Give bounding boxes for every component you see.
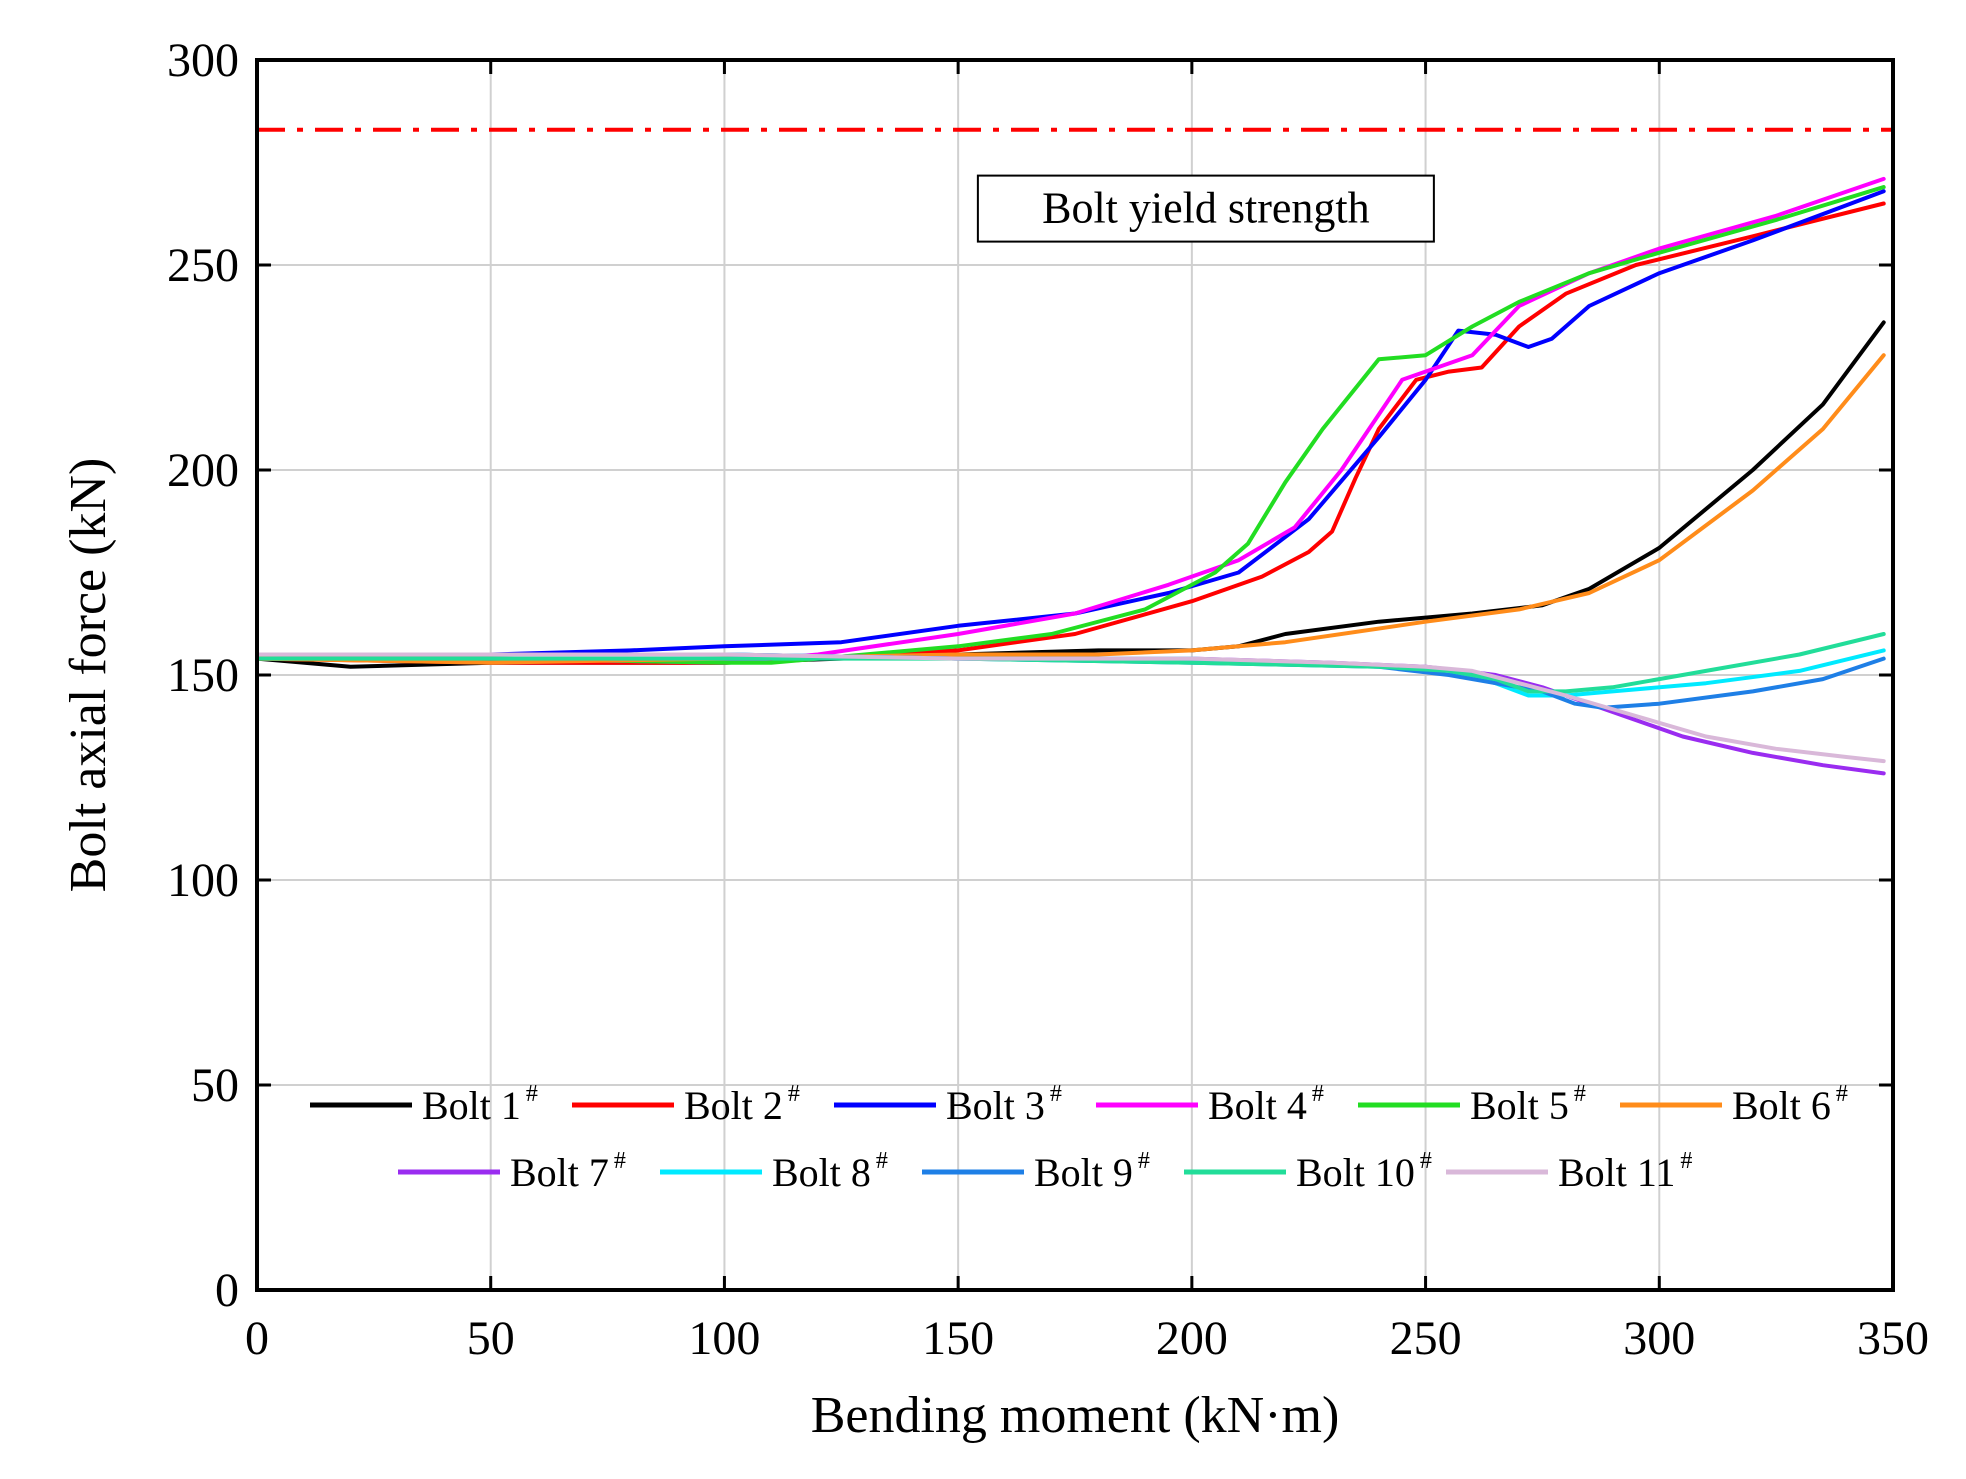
legend-superscript: #	[526, 1081, 538, 1107]
legend-superscript: #	[1574, 1081, 1586, 1107]
y-tick-label: 100	[167, 854, 239, 907]
legend-label-bolt-10: Bolt 10 #	[1296, 1148, 1432, 1195]
series-line-bolt-5	[255, 185, 1886, 665]
x-tick-label: 350	[1857, 1312, 1929, 1365]
y-tick-label: 300	[167, 34, 239, 87]
legend-label-bolt-7: Bolt 7 #	[510, 1148, 626, 1195]
x-tick-label: 150	[922, 1312, 994, 1365]
y-tick-label: 250	[167, 239, 239, 292]
x-tick-label: 100	[688, 1312, 760, 1365]
series-lines	[255, 176, 1886, 776]
legend-superscript: #	[1050, 1081, 1062, 1107]
legend-label-bolt-4: Bolt 4 #	[1208, 1081, 1324, 1128]
legend-superscript: #	[1312, 1081, 1324, 1107]
x-tick-label: 300	[1623, 1312, 1695, 1365]
legend-superscript: #	[1138, 1148, 1150, 1174]
legend-superscript: #	[1420, 1148, 1432, 1174]
series-line-bolt-2	[255, 201, 1886, 665]
legend-superscript: #	[1680, 1148, 1692, 1174]
legend-label-bolt-8: Bolt 8 #	[772, 1148, 888, 1195]
y-tick-label: 200	[167, 444, 239, 497]
legend-label-bolt-3: Bolt 3 #	[946, 1081, 1062, 1128]
legend-label-bolt-9: Bolt 9 #	[1034, 1148, 1150, 1195]
legend: Bolt 1 # Bolt 2 # Bolt 3 # Bolt 4 # Bolt 5 # Bolt …	[310, 1081, 1848, 1195]
legend-label-bolt-11: Bolt 11 #	[1558, 1148, 1692, 1195]
legend-superscript: #	[1836, 1081, 1848, 1107]
legend-label-bolt-5: Bolt 5 #	[1470, 1081, 1586, 1128]
legend-label-bolt-6: Bolt 6 #	[1732, 1081, 1848, 1128]
x-axis-title: Bending moment (kN·m)	[811, 1387, 1340, 1444]
legend-superscript: #	[876, 1148, 888, 1174]
series-line-bolt-10	[255, 632, 1886, 694]
x-tick-label: 250	[1390, 1312, 1462, 1365]
y-tick-label: 50	[191, 1059, 239, 1112]
annotation-text: Bolt yield strength	[1042, 184, 1370, 233]
legend-label-bolt-2: Bolt 2 #	[684, 1081, 800, 1128]
series-line-bolt-3	[255, 189, 1886, 657]
legend-superscript: #	[614, 1148, 626, 1174]
axis-ticks: 0 50 100 150 200 250 300 350 0 50 100 150 200 250 300	[167, 34, 1929, 1365]
y-tick-label: 150	[167, 649, 239, 702]
x-tick-label: 200	[1156, 1312, 1228, 1365]
legend-superscript: #	[788, 1081, 800, 1107]
series-line-bolt-11	[255, 652, 1886, 764]
x-tick-label: 50	[467, 1312, 515, 1365]
y-axis-title: Bolt axial force (kN)	[60, 458, 117, 893]
y-tick-label: 0	[215, 1264, 239, 1317]
yield-strength-annotation: Bolt yield strength	[976, 174, 1435, 243]
legend-label-bolt-1: Bolt 1 #	[422, 1081, 538, 1128]
x-tick-label: 0	[245, 1312, 269, 1365]
annotation-box	[976, 174, 1435, 243]
